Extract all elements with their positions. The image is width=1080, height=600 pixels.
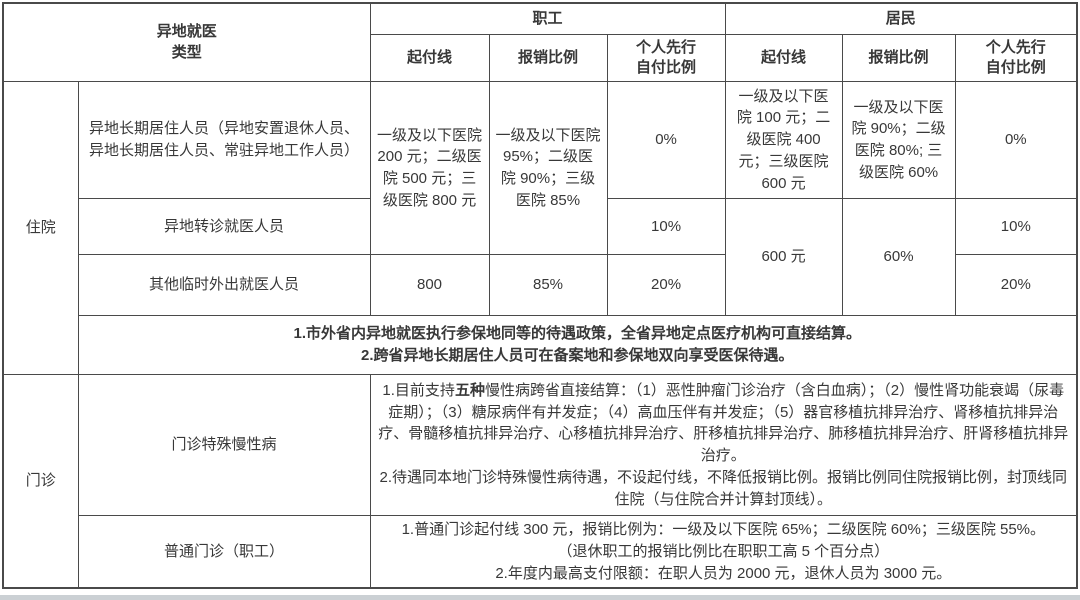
header-group-resident: 居民: [724, 2, 1078, 35]
cell-long-term-label: 异地长期居住人员（异地安置退休人员、异地长期居住人员、常驻异地工作人员）: [77, 81, 371, 199]
cell-other-temp-res-self-pay: 20%: [954, 254, 1078, 316]
table-row: 住院 异地长期居住人员（异地安置退休人员、异地长期居住人员、常驻异地工作人员） …: [2, 81, 1078, 375]
special-chronic-text-rest: 慢性病跨省直接结算：（1）恶性肿瘤门诊治疗（含白血病）；（2）慢性肾功能衰竭（尿…: [378, 381, 1069, 464]
cell-other-temp-emp-deductible: 800: [369, 254, 490, 316]
remote-medical-benefits-table: 异地就医 类型 职工 居民 起付线 报销比例 个人先行 自付比例 起付线 报销比…: [2, 2, 1079, 590]
table-row: 其他临时外出就医人员 800 85% 20% 20%: [3, 254, 1078, 316]
table-row: 起付线 报销比例 个人先行 自付比例 起付线 报销比例 个人先行 自付比例: [3, 33, 1078, 82]
cell-other-temp-emp-reimburse: 85%: [488, 254, 608, 316]
cell-long-term-res-deductible: 一级及以下医院 100 元；二级医院 400 元；三级医院 600 元: [724, 81, 843, 199]
header-type: 异地就医 类型: [2, 2, 371, 82]
cell-general-outpatient-text: 1.普通门诊起付线 300 元，报销比例为：一级及以下医院 65%；二级医院 6…: [369, 515, 1078, 589]
special-chronic-text-bold: 五种: [454, 381, 485, 399]
cell-other-temp-emp-self-pay: 20%: [606, 254, 726, 316]
header-emp-deductible: 起付线: [369, 33, 490, 82]
table-row: 异地转诊就医人员 10% 600 元 60% 10%: [3, 198, 1078, 316]
cell-referral-res-self-pay: 10%: [954, 198, 1078, 255]
cell-other-temp-label: 其他临时外出就医人员: [77, 254, 371, 316]
section-inpatient-label: 住院: [2, 81, 79, 375]
cell-long-term-res-reimburse: 一级及以下医院 90%；二级医院 80%; 三级医院 60%: [841, 81, 956, 199]
header-res-deductible: 起付线: [724, 33, 843, 82]
table-row: 普通门诊（职工） 1.普通门诊起付线 300 元，报销比例为：一级及以下医院 6…: [3, 515, 1078, 589]
cell-referral-emp-self-pay: 10%: [606, 198, 726, 255]
cell-referral-res-deductible: 600 元: [724, 198, 843, 316]
table-row: 异地就医 类型 职工 居民: [2, 2, 1078, 82]
cell-referral-label: 异地转诊就医人员: [77, 198, 371, 255]
header-res-reimburse: 报销比例: [841, 33, 956, 82]
cell-special-chronic-label: 门诊特殊慢性病: [77, 374, 371, 516]
header-res-self-pay: 个人先行 自付比例: [954, 33, 1078, 82]
cell-special-chronic-text: 1.目前支持五种慢性病跨省直接结算：（1）恶性肿瘤门诊治疗（含白血病）；（2）慢…: [369, 374, 1078, 516]
special-chronic-text-prefix: 1.目前支持: [382, 381, 455, 399]
cell-general-outpatient-label: 普通门诊（职工）: [77, 515, 371, 589]
cell-long-term-emp-self-pay: 0%: [606, 81, 726, 199]
section-outpatient-label: 门诊: [2, 374, 79, 589]
table-row: 门诊 门诊特殊慢性病 1.目前支持五种慢性病跨省直接结算：（1）恶性肿瘤门诊治疗…: [2, 374, 1078, 589]
cell-inpatient-notes: 1.市外省内异地就医执行参保地同等的待遇政策，全省异地定点医疗机构可直接结算。 …: [77, 315, 1078, 375]
cell-long-term-emp-deductible: 一级及以下医院 200 元；二级医院 500 元；三级医院 800 元: [369, 81, 490, 255]
table-row: 1.市外省内异地就医执行参保地同等的待遇政策，全省异地定点医疗机构可直接结算。 …: [3, 315, 1078, 375]
bottom-divider: [0, 595, 1080, 600]
cell-referral-res-reimburse: 60%: [841, 198, 956, 316]
header-emp-reimburse: 报销比例: [488, 33, 608, 82]
header-group-employee: 职工: [369, 2, 726, 35]
cell-long-term-emp-reimburse: 一级及以下医院 95%；二级医院 90%；三级医院 85%: [488, 81, 608, 255]
header-emp-self-pay: 个人先行 自付比例: [606, 33, 726, 82]
cell-long-term-res-self-pay: 0%: [954, 81, 1078, 199]
special-chronic-text-line2: 2.待遇同本地门诊特殊慢性病待遇，不设起付线，不降低报销比例。报销比例同住院报销…: [379, 468, 1068, 508]
